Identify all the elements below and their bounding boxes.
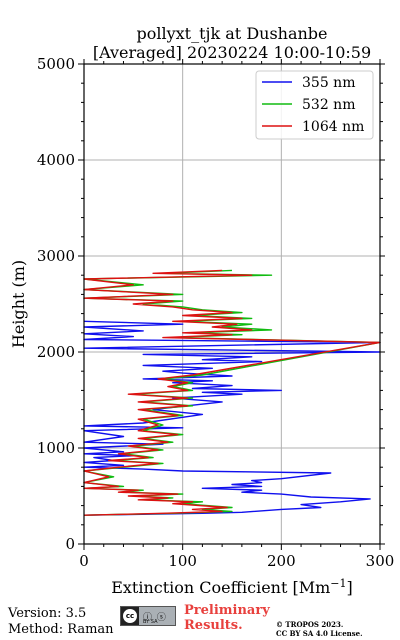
x-tick-label: 200: [267, 552, 296, 570]
legend: 355 nm 532 nm 1064 nm: [255, 70, 374, 140]
chart-subtitle: [Averaged] 20230224 10:00-10:59: [93, 43, 371, 62]
x-axis-label: Extinction Coefficient [Mm−1]: [111, 577, 353, 598]
y-tick-label: 1000: [37, 439, 75, 457]
chart-title: pollyxt_tjk at Dushanbe: [136, 24, 327, 43]
legend-label-532: 532 nm: [302, 97, 355, 113]
y-tick-label: 4000: [37, 151, 75, 169]
y-tick-label: 2000: [37, 343, 75, 361]
cc-by-sa-label: BY SA: [143, 619, 158, 625]
series-line-355-nm: [83, 320, 381, 516]
extinction-profile-chart: pollyxt_tjk at Dushanbe [Averaged] 20230…: [9, 24, 395, 598]
x-tick-label: 0: [79, 552, 89, 570]
processing-info: Version: 3.5 Method: Raman: [8, 606, 114, 638]
preliminary-line-1: Preliminary: [184, 603, 270, 618]
x-axis-label-main: Extinction Coefficient [Mm: [111, 578, 330, 597]
legend-label-1064: 1064 nm: [302, 119, 364, 135]
x-axis-label-unit-power: −1: [330, 577, 346, 590]
method-text: Method: Raman: [8, 622, 114, 637]
y-tick-label: 0: [65, 535, 75, 553]
y-tick-label: 3000: [37, 247, 75, 265]
legend-label-355: 355 nm: [302, 75, 355, 91]
preliminary-line-2: Results.: [184, 618, 243, 633]
x-axis-label-close: ]: [347, 578, 353, 597]
cc-by-sa-icons: ⓘ ⓢ: [143, 613, 167, 623]
legend-box: [255, 70, 374, 140]
x-tick-label: 100: [168, 552, 197, 570]
plot-series: [83, 269, 381, 516]
copyright-line-2: CC BY SA 4.0 License.: [276, 629, 363, 638]
cc-license-icon: cc ⓘ ⓢ BY SA: [120, 606, 176, 626]
copyright-notice: © TROPOS 2023. CC BY SA 4.0 License.: [276, 620, 363, 638]
copyright-line-1: © TROPOS 2023.: [276, 620, 344, 629]
version-text: Version: 3.5: [8, 606, 87, 621]
cc-logo-icon: cc: [123, 609, 137, 623]
plot-frame: [83, 63, 381, 545]
x-tick-label: 300: [366, 552, 395, 570]
preliminary-notice: Preliminary Results.: [184, 603, 270, 633]
y-tick-label: 5000: [37, 55, 75, 73]
y-axis-label: Height (m): [9, 260, 28, 348]
series-line-1064-nm: [83, 269, 381, 516]
series-line-532-nm: [83, 269, 381, 516]
